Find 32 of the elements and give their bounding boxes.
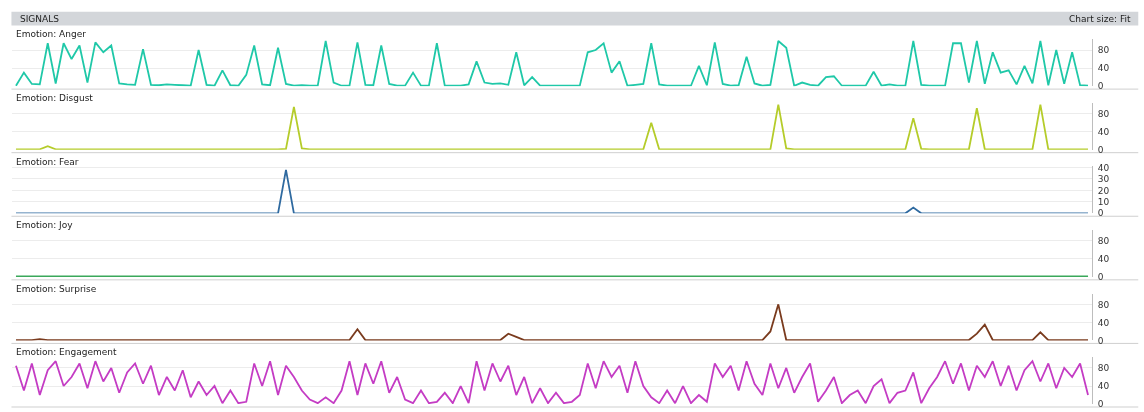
y-tick-label: 40 xyxy=(1097,63,1110,74)
y-tick-label: 40 xyxy=(1097,126,1110,137)
y-tick-label: 20 xyxy=(1097,185,1110,196)
y-tick-label: 30 xyxy=(1097,174,1110,185)
y-tick-label: 80 xyxy=(1097,299,1110,310)
line-series xyxy=(15,360,1089,405)
line-series xyxy=(15,303,1089,341)
chart-title: Emotion: Engagement xyxy=(16,347,117,357)
chart-title: Emotion: Fear xyxy=(16,157,79,167)
y-tick-label: 0 xyxy=(1097,272,1104,283)
y-tick-label: 80 xyxy=(1097,363,1110,374)
y-tick-label: 80 xyxy=(1097,108,1110,119)
y-tick-label: 0 xyxy=(1097,399,1104,410)
y-tick-label: 40 xyxy=(1097,253,1110,264)
y-tick-label: 40 xyxy=(1097,317,1110,328)
y-tick-label: 40 xyxy=(1097,381,1110,392)
chart-title: Emotion: Anger xyxy=(16,29,87,39)
y-tick-label: 0 xyxy=(1097,81,1104,92)
y-tick-label: 80 xyxy=(1097,45,1110,56)
text: SIGNALS xyxy=(20,14,60,24)
chart-title: Emotion: Disgust xyxy=(16,93,94,103)
text: Chart size: Fit xyxy=(1069,14,1131,24)
line-series xyxy=(15,40,1089,87)
line-series xyxy=(15,103,1089,150)
y-tick-label: 0 xyxy=(1097,335,1104,346)
y-tick-label: 40 xyxy=(1097,162,1110,173)
y-tick-label: 10 xyxy=(1097,197,1110,208)
y-tick-label: 0 xyxy=(1097,144,1104,155)
y-tick-label: 0 xyxy=(1097,208,1104,219)
chart-title: Emotion: Surprise xyxy=(16,284,97,294)
chart-title: Emotion: Joy xyxy=(16,220,74,230)
y-tick-label: 80 xyxy=(1097,235,1110,246)
